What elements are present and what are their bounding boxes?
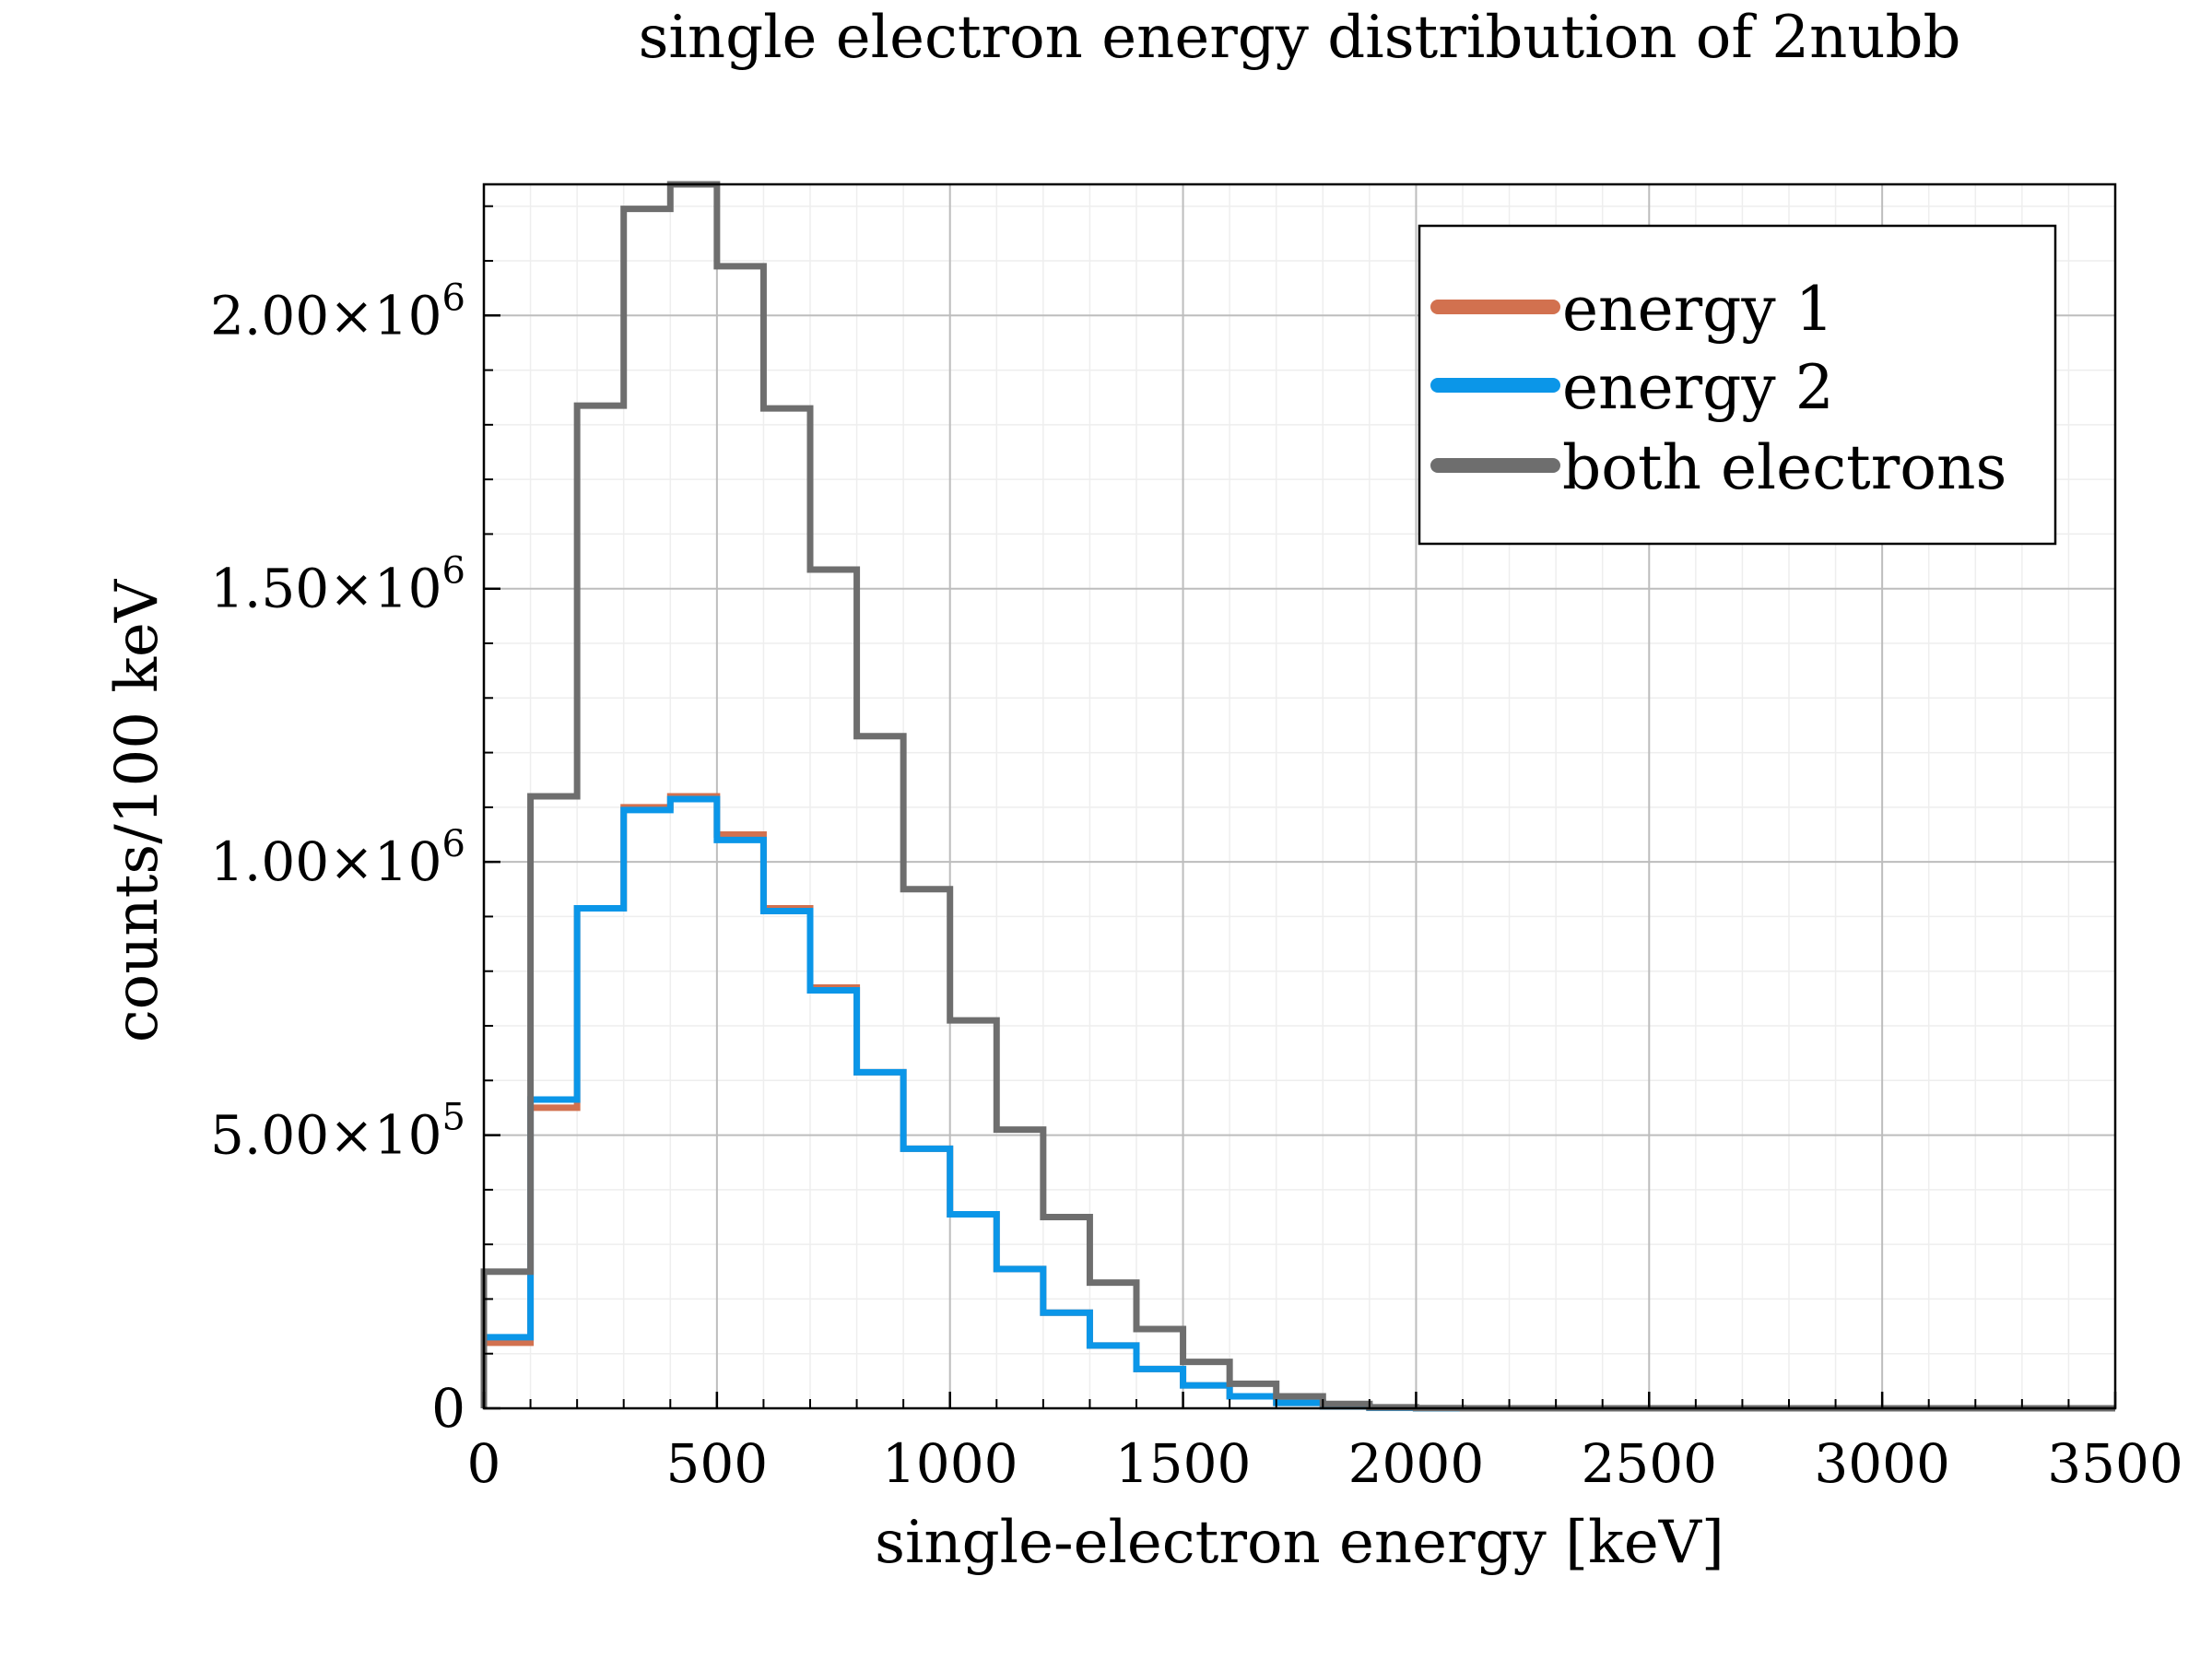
- y-tick-label: 2.00×106: [210, 276, 465, 347]
- x-tick-labels: 0 500 1000 1500 2000 2500 3000 3500: [467, 1432, 2183, 1495]
- legend-label-energy-1: energy 1: [1562, 274, 1834, 345]
- y-tick-label: 0: [431, 1377, 465, 1440]
- y-tick-label: 1.50×106: [210, 550, 465, 620]
- plot-area: [480, 181, 2117, 1412]
- x-tick-label: 1500: [1115, 1432, 1252, 1495]
- y-tick-label: 5.00×105: [210, 1097, 465, 1167]
- legend-label-both-electrons: both electrons: [1562, 432, 2006, 503]
- x-tick-label: 2000: [1348, 1432, 1485, 1495]
- axis-ticks: [482, 205, 2117, 1410]
- legend: energy 1 energy 2 both electrons: [1418, 224, 2057, 546]
- chart-title: single electron energy distribution of 2…: [639, 4, 1961, 72]
- x-tick-label: 3000: [1814, 1432, 1950, 1495]
- x-tick-label: 0: [467, 1432, 501, 1495]
- x-axis-label: single-electron energy [keV]: [875, 1509, 1724, 1577]
- y-tick-label: 1.00×106: [210, 823, 465, 893]
- y-tick-labels: 0 5.00×105 1.00×106 1.50×106 2.00×106: [210, 276, 465, 1440]
- plot-frame: [482, 182, 2117, 1410]
- x-tick-label: 2500: [1581, 1432, 1717, 1495]
- y-axis-label: counts/100 keV: [103, 578, 171, 1042]
- legend-label-energy-2: energy 2: [1562, 352, 1834, 423]
- x-tick-label: 1000: [882, 1432, 1018, 1495]
- x-tick-label: 500: [665, 1432, 768, 1495]
- x-tick-label: 3500: [2047, 1432, 2183, 1495]
